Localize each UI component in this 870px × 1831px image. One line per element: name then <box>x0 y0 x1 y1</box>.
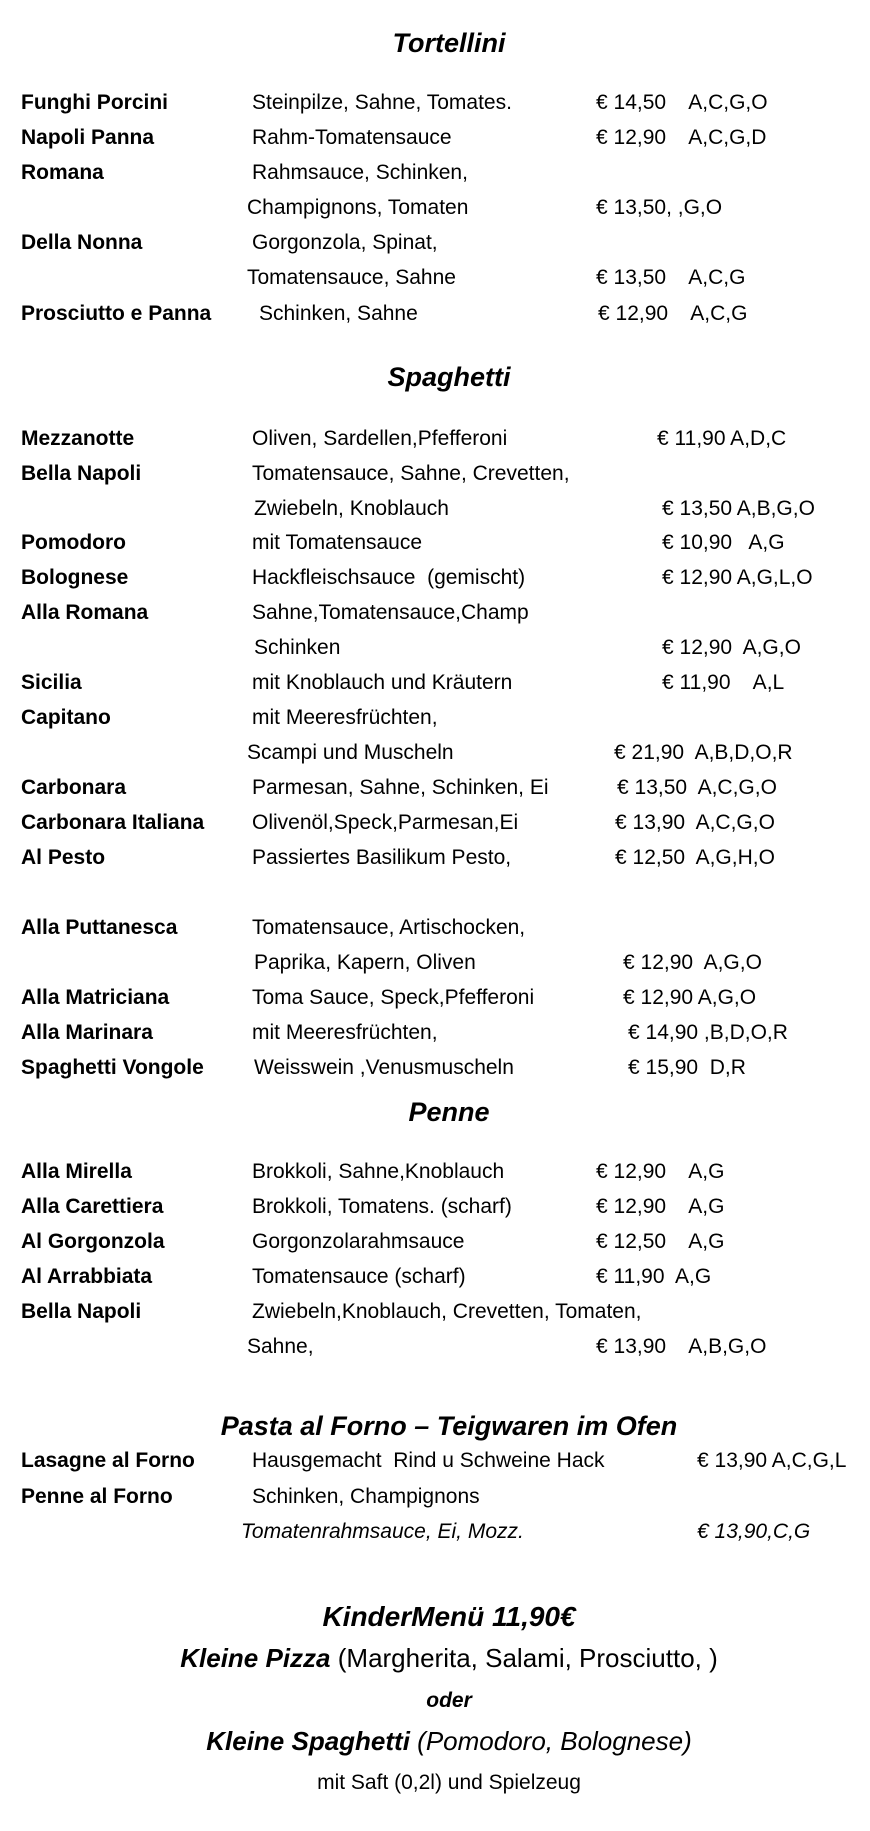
dish-description: Tomatenrahmsauce, Ei, Mozz. <box>241 1520 524 1543</box>
dish-name: Spaghetti Vongole <box>21 1056 204 1079</box>
dish-description: Paprika, Kapern, Oliven <box>254 951 476 974</box>
dish-price-allergens: € 11,90 A,G <box>596 1265 712 1288</box>
dish-price-allergens: € 13,50 A,C,G <box>596 266 746 289</box>
dish-description: Hausgemacht Rind u Schweine Hack <box>252 1449 605 1472</box>
dish-description: mit Meeresfrüchten, <box>252 706 438 729</box>
dish-description: Weisswein ,Venusmuscheln <box>254 1056 514 1079</box>
dish-price-allergens: € 13,50, ,G,O <box>596 196 723 219</box>
dish-price-allergens: € 13,90 A,B,G,O <box>596 1335 767 1358</box>
dish-name: Pomodoro <box>21 531 126 554</box>
dish-name: Lasagne al Forno <box>21 1449 195 1472</box>
kids-pizza-options: (Margherita, Salami, Prosciutto, ) <box>330 1643 718 1673</box>
dish-description: Brokkoli, Sahne,Knoblauch <box>252 1160 505 1183</box>
dish-description: Zwiebeln, Knoblauch <box>254 497 449 520</box>
dish-name: Penne al Forno <box>21 1485 173 1508</box>
dish-description: Sahne,Tomatensauce,Champ <box>252 601 529 624</box>
kids-menu-title: KinderMenü 11,90€ <box>322 1601 576 1632</box>
dish-name: Bella Napoli <box>21 462 142 485</box>
dish-name: Napoli Panna <box>21 126 155 149</box>
dish-description: Champignons, Tomaten <box>247 196 469 219</box>
dish-description: Schinken, Sahne <box>259 302 418 325</box>
dish-description: Rahm-Tomatensauce <box>252 126 452 149</box>
kids-spaghetti-line: Kleine Spaghetti (Pomodoro, Bolognese) <box>206 1725 692 1757</box>
dish-description: Hackfleischsauce (gemischt) <box>252 566 526 589</box>
dish-name: Bella Napoli <box>21 1300 142 1323</box>
dish-price-allergens: € 12,90 A,G,L,O <box>662 566 813 589</box>
dish-price-allergens: € 12,90 A,C,G <box>598 302 748 325</box>
dish-price-allergens: € 12,90 A,G,O <box>623 951 762 974</box>
dish-description: Passiertes Basilikum Pesto, <box>252 846 512 869</box>
kids-spaghetti-label: Kleine Spaghetti <box>206 1726 410 1756</box>
dish-price-allergens: € 12,90 A,G,O <box>662 636 801 659</box>
dish-description: Oliven, Sardellen,Pfefferoni <box>252 427 508 450</box>
dish-description: Tomatensauce, Sahne, Crevetten, <box>252 462 570 485</box>
dish-price-allergens: € 14,90 ,B,D,O,R <box>628 1021 788 1044</box>
section-title: Tortellini <box>392 28 506 58</box>
dish-name: Mezzanotte <box>21 427 135 450</box>
dish-name: Della Nonna <box>21 231 143 254</box>
dish-price-allergens: € 12,90 A,G <box>596 1160 725 1183</box>
section-title: Spaghetti <box>387 362 511 392</box>
dish-name: Sicilia <box>21 671 82 694</box>
dish-description: Toma Sauce, Speck,Pfefferoni <box>252 986 535 1009</box>
dish-description: Olivenöl,Speck,Parmesan,Ei <box>252 811 519 834</box>
kids-pizza-label: Kleine Pizza <box>180 1643 331 1673</box>
dish-description: Tomatensauce (scharf) <box>252 1265 466 1288</box>
kids-pizza-line: Kleine Pizza (Margherita, Salami, Prosci… <box>180 1642 718 1674</box>
dish-description: Zwiebeln,Knoblauch, Crevetten, Tomaten, <box>252 1300 642 1323</box>
dish-price-allergens: € 12,50 A,G,H,O <box>615 846 775 869</box>
dish-name: Alla Mirella <box>21 1160 132 1183</box>
dish-name: Carbonara Italiana <box>21 811 205 834</box>
dish-name: Al Gorgonzola <box>21 1230 165 1253</box>
dish-name: Al Arrabbiata <box>21 1265 153 1288</box>
dish-description: Scampi und Muscheln <box>247 741 454 764</box>
dish-description: Rahmsauce, Schinken, <box>252 161 468 184</box>
dish-price-allergens: € 21,90 A,B,D,O,R <box>614 741 793 764</box>
dish-description: mit Tomatensauce <box>252 531 423 554</box>
dish-description: Tomatensauce, Artischocken, <box>252 916 526 939</box>
kids-extras: mit Saft (0,2l) und Spielzeug <box>317 1771 581 1794</box>
dish-description: Schinken, Champignons <box>252 1485 480 1508</box>
dish-price-allergens: € 11,90 A,L <box>662 671 785 694</box>
dish-description: Parmesan, Sahne, Schinken, Ei <box>252 776 549 799</box>
dish-name: Alla Matriciana <box>21 986 170 1009</box>
dish-description: Gorgonzolarahmsauce <box>252 1230 465 1253</box>
dish-price-allergens: € 12,90 A,G <box>596 1195 725 1218</box>
dish-name: Capitano <box>21 706 111 729</box>
dish-name: Alla Marinara <box>21 1021 153 1044</box>
dish-description: Tomatensauce, Sahne <box>247 266 456 289</box>
kids-spaghetti-options: (Pomodoro, Bolognese) <box>409 1726 692 1756</box>
kids-or: oder <box>426 1689 472 1712</box>
dish-description: mit Meeresfrüchten, <box>252 1021 438 1044</box>
section-title: Pasta al Forno – Teigwaren im Ofen <box>220 1411 678 1441</box>
dish-price-allergens: € 13,90 A,C,G,L <box>697 1449 847 1472</box>
dish-price-allergens: € 13,50 A,C,G,O <box>617 776 777 799</box>
section-title: Penne <box>408 1097 490 1127</box>
dish-description: mit Knoblauch und Kräutern <box>252 671 513 694</box>
dish-price-allergens: € 12,50 A,G <box>596 1230 725 1253</box>
dish-price-allergens: € 11,90 A,D,C <box>657 427 787 450</box>
dish-name: Bolognese <box>21 566 129 589</box>
dish-price-allergens: € 15,90 D,R <box>628 1056 746 1079</box>
dish-name: Romana <box>21 161 104 184</box>
dish-name: Alla Romana <box>21 601 149 624</box>
dish-price-allergens: € 13,50 A,B,G,O <box>662 497 815 520</box>
dish-price-allergens: € 12,90 A,G,O <box>623 986 757 1009</box>
dish-name: Funghi Porcini <box>21 91 168 114</box>
dish-name: Al Pesto <box>21 846 106 869</box>
dish-description: Brokkoli, Tomatens. (scharf) <box>252 1195 512 1218</box>
dish-price-allergens: € 14,50 A,C,G,O <box>596 91 768 114</box>
dish-name: Prosciutto e Panna <box>21 302 212 325</box>
dish-description: Schinken <box>254 636 341 659</box>
dish-price-allergens: € 12,90 A,C,G,D <box>596 126 767 149</box>
dish-price-allergens: € 13,90 A,C,G,O <box>615 811 775 834</box>
dish-description: Steinpilze, Sahne, Tomates. <box>252 91 512 114</box>
dish-price-allergens: € 13,90,C,G <box>697 1520 811 1543</box>
dish-name: Alla Carettiera <box>21 1195 164 1218</box>
dish-name: Alla Puttanesca <box>21 916 178 939</box>
dish-price-allergens: € 10,90 A,G <box>662 531 785 554</box>
dish-description: Gorgonzola, Spinat, <box>252 231 438 254</box>
dish-description: Sahne, <box>247 1335 314 1358</box>
dish-name: Carbonara <box>21 776 127 799</box>
